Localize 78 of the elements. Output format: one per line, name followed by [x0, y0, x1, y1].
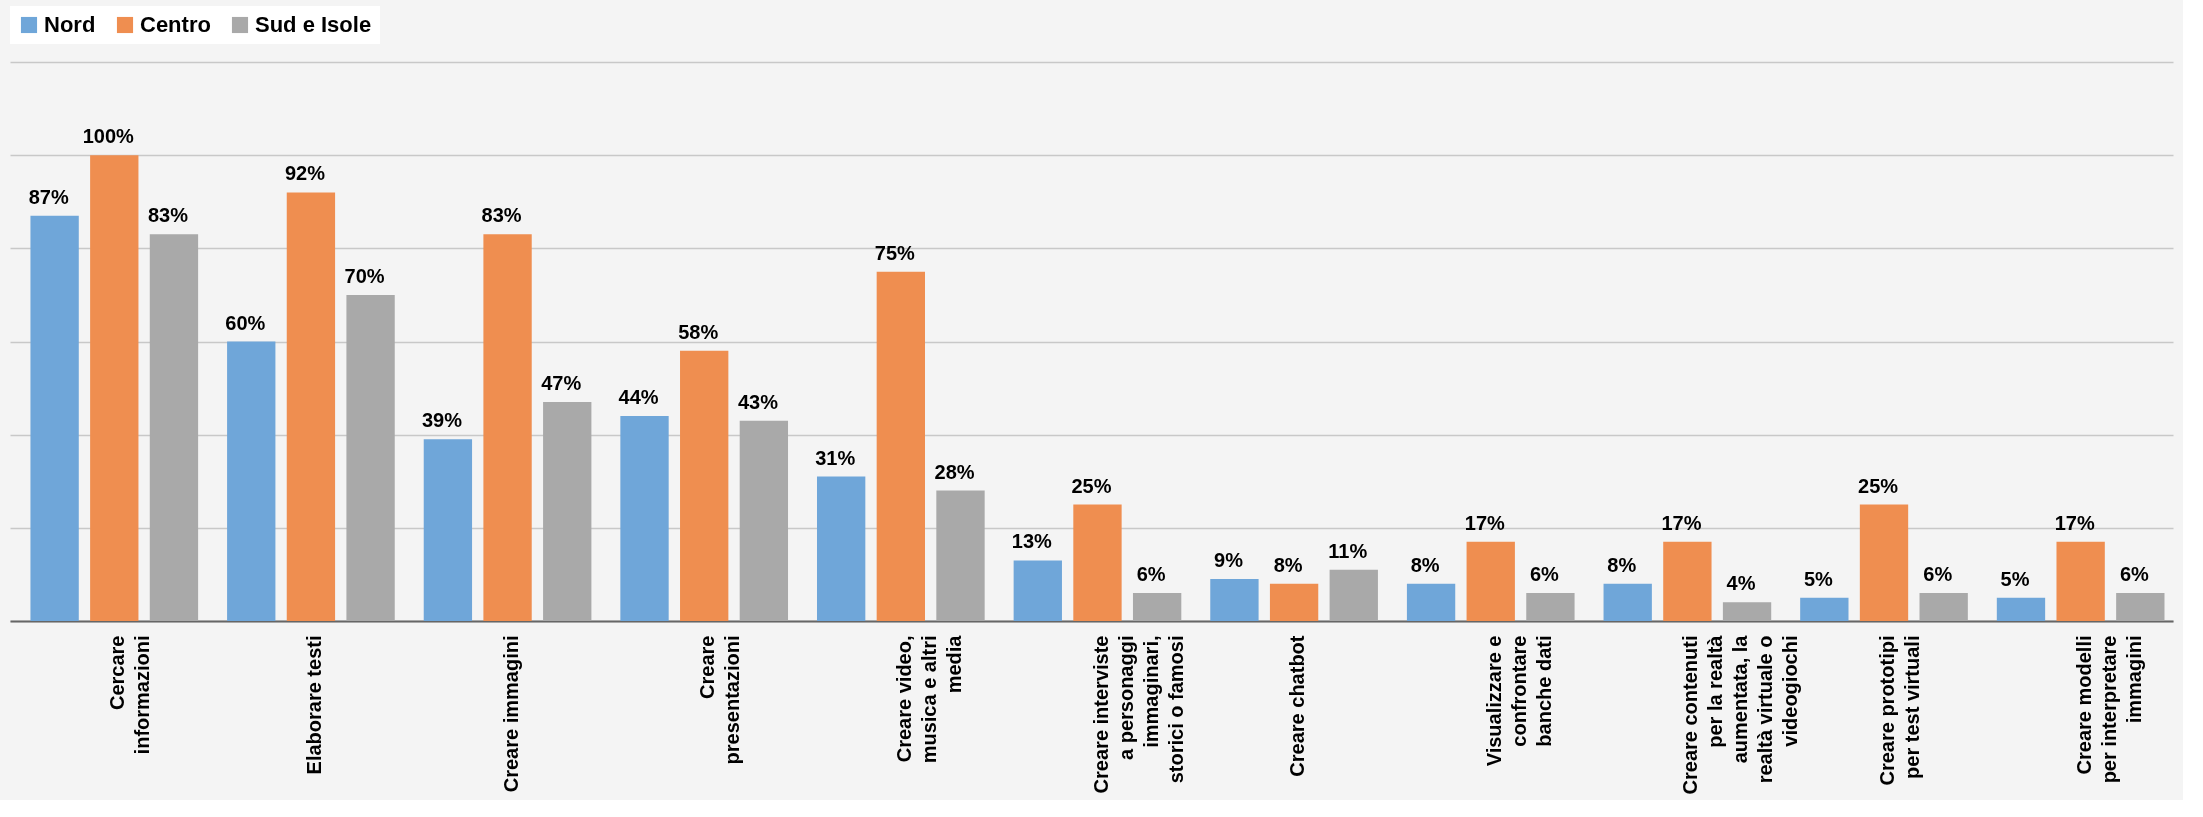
data-label: 6% — [2119, 563, 2150, 586]
bar — [1722, 602, 1772, 621]
legend-label: Sud e Isole — [255, 12, 372, 37]
bar — [227, 341, 276, 621]
bar — [1132, 593, 1182, 621]
data-label: 17% — [1464, 511, 1505, 534]
bar — [346, 294, 395, 621]
x-tick-label: Visualizzare e confrontare banche dati — [1482, 635, 1555, 767]
bar — [1269, 583, 1319, 621]
data-label: 75% — [874, 241, 916, 264]
data-label: 92% — [284, 162, 326, 185]
data-label: 6% — [1923, 563, 1953, 586]
data-label: 5% — [2000, 567, 2030, 590]
data-label: 31% — [815, 446, 856, 469]
bar — [1329, 569, 1378, 621]
x-tick-label: Cercare informazioni — [106, 635, 154, 755]
data-label: 60% — [225, 311, 266, 334]
x-tick-label: Creare contenuti per la realtà aumentata, la realtà virtuale o videogiochi — [1679, 634, 1802, 795]
bar — [1013, 560, 1062, 621]
data-label: 39% — [421, 409, 463, 432]
bar — [1406, 583, 1456, 621]
bar — [817, 476, 866, 621]
data-label: 87% — [28, 185, 69, 208]
data-label: 83% — [481, 204, 522, 227]
data-label: 8% — [1607, 553, 1637, 576]
data-label: 58% — [678, 320, 719, 343]
x-tick-label: Creare chatbot — [1286, 635, 1309, 777]
bar — [1859, 504, 1909, 621]
x-tick-label: Elaborare testi — [302, 635, 325, 775]
data-label: 6% — [1529, 563, 1560, 586]
x-tick-label: Creare modelli per interpretare immagini — [2072, 635, 2145, 784]
data-label: 9% — [1214, 549, 1244, 572]
data-label: 47% — [541, 372, 582, 395]
bar — [1603, 583, 1652, 621]
bar — [423, 439, 473, 621]
bar — [876, 271, 925, 621]
legend-label: Nord — [44, 12, 96, 37]
bar — [149, 234, 199, 621]
bar — [1663, 541, 1712, 621]
data-label: 13% — [1011, 530, 1053, 553]
bar — [483, 234, 532, 621]
bar — [30, 215, 79, 621]
bar — [739, 420, 789, 621]
x-tick-label: Creare presentazioni — [696, 635, 744, 765]
legend-label: Centro — [140, 12, 211, 37]
bar — [936, 490, 985, 621]
data-label: 4% — [1726, 572, 1756, 595]
bar — [1210, 579, 1259, 621]
bar — [1073, 504, 1122, 621]
bar — [2116, 593, 2165, 621]
data-label: 6% — [1136, 563, 1166, 586]
data-label: 8% — [1410, 553, 1440, 576]
bar — [1526, 593, 1575, 621]
data-label: 17% — [1661, 511, 1702, 534]
bar — [1800, 597, 1849, 621]
data-label: 70% — [344, 264, 385, 287]
bar — [1919, 593, 1968, 621]
bar — [620, 416, 669, 621]
bar — [286, 192, 336, 621]
bar — [680, 350, 729, 621]
data-label: 25% — [1071, 474, 1112, 497]
data-label: 8% — [1273, 553, 1303, 576]
bar — [1466, 541, 1515, 621]
x-tick-label: Creare immagini — [499, 635, 522, 793]
data-label: 11% — [1328, 539, 1368, 562]
data-label: 5% — [1803, 567, 1834, 590]
bar — [90, 155, 139, 621]
bar — [1996, 597, 2046, 621]
data-label: 17% — [2054, 511, 2095, 534]
data-label: 83% — [147, 204, 189, 227]
data-label: 100% — [82, 125, 135, 148]
x-tick-label: Creare video, musica e altri media — [892, 634, 965, 764]
data-label: 44% — [618, 386, 659, 409]
bar — [543, 402, 592, 621]
data-label: 28% — [934, 460, 975, 483]
data-label: 43% — [737, 390, 779, 413]
bar — [2056, 541, 2105, 621]
data-label: 25% — [1858, 474, 1899, 497]
